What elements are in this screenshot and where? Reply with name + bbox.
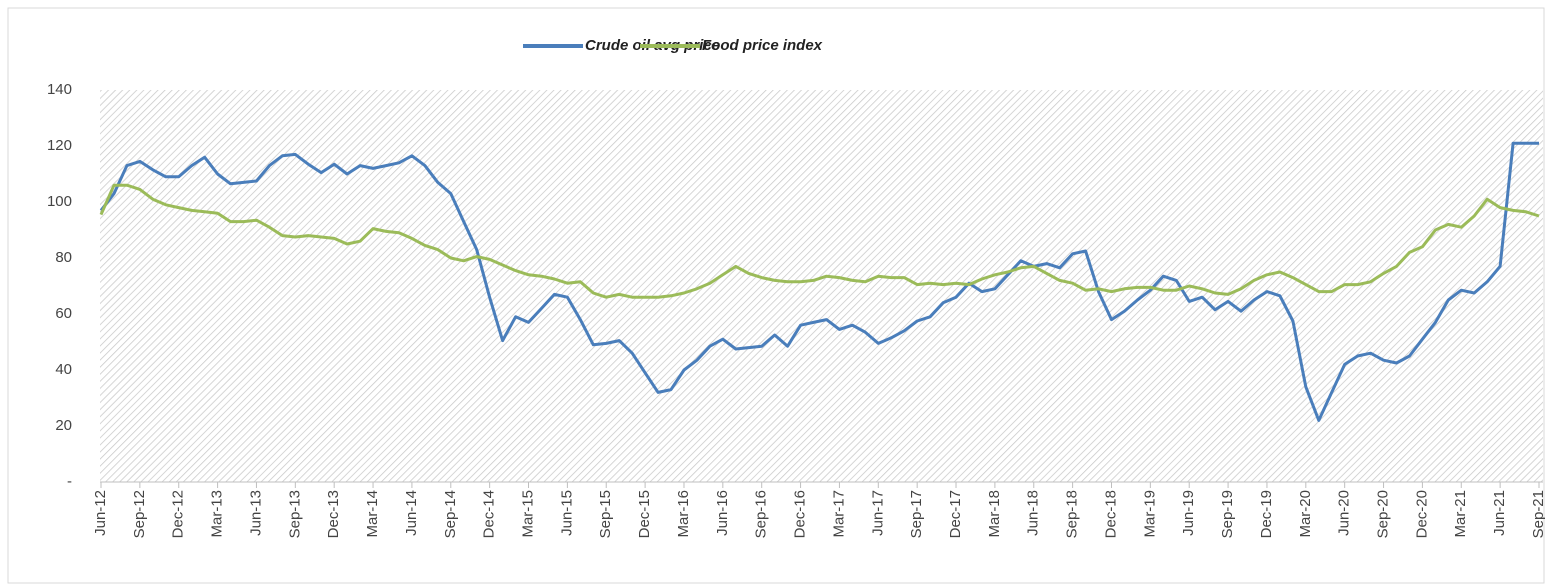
x-tick-label: Sep-16	[753, 490, 770, 538]
x-tick-label: Mar-15	[519, 490, 536, 538]
legend-label: Food price index	[702, 37, 823, 54]
x-tick-label: Jun-19	[1180, 490, 1197, 536]
x-tick-label: Jun-15	[558, 490, 575, 536]
x-tick-label: Sep-14	[442, 490, 459, 538]
x-tick-label: Jun-13	[247, 490, 264, 536]
x-tick-label: Jun-17	[869, 490, 886, 536]
x-tick-label: Jun-12	[92, 490, 109, 536]
x-tick-label: Mar-13	[209, 490, 226, 538]
x-tick-label: Dec-12	[170, 490, 187, 538]
x-tick-label: Sep-18	[1064, 490, 1081, 538]
x-tick-label: Sep-15	[597, 490, 614, 538]
data-line	[99, 183, 1540, 299]
x-tick-label: Sep-21	[1530, 490, 1545, 538]
x-tick-label: Dec-14	[481, 490, 498, 538]
y-tick-label: 20	[55, 417, 72, 434]
plot-area	[100, 90, 1543, 482]
x-tick-label: Jun-20	[1336, 490, 1353, 536]
x-tick-label: Sep-17	[908, 490, 925, 538]
x-tick-label: Sep-13	[286, 490, 303, 538]
x-tick-label: Dec-19	[1258, 490, 1275, 538]
x-tick-label: Dec-13	[325, 490, 342, 538]
x-tick-label: Sep-19	[1219, 490, 1236, 538]
x-tick-label: Jun-21	[1491, 490, 1508, 536]
x-tick-label: Jun-16	[714, 490, 731, 536]
y-tick-label: 140	[47, 81, 72, 98]
y-tick-label: 40	[55, 361, 72, 378]
x-tick-label: Sep-20	[1375, 490, 1392, 538]
x-tick-label: Dec-15	[636, 490, 653, 538]
y-tick-label: -	[67, 473, 72, 490]
x-tick-label: Dec-18	[1102, 490, 1119, 538]
x-tick-label: Sep-12	[131, 490, 148, 538]
x-tick-label: Mar-20	[1297, 490, 1314, 538]
y-tick-label: 80	[55, 249, 72, 266]
x-tick-label: Mar-21	[1452, 490, 1469, 538]
x-tick-label: Jun-18	[1025, 490, 1042, 536]
x-tick-label: Mar-19	[1141, 490, 1158, 538]
x-tick-label: Dec-16	[792, 490, 809, 538]
y-tick-label: 60	[55, 305, 72, 322]
data-line	[99, 141, 1539, 422]
x-tick-label: Mar-14	[364, 490, 381, 538]
x-tick-label: Mar-16	[675, 490, 692, 538]
x-tick-label: Dec-17	[947, 490, 964, 538]
x-tick-label: Jun-14	[403, 490, 420, 536]
y-tick-label: 100	[47, 193, 72, 210]
x-tick-label: Dec-20	[1413, 490, 1430, 538]
x-tick-label: Mar-17	[830, 490, 847, 538]
x-tick-label: Mar-18	[986, 490, 1003, 538]
y-tick-label: 120	[47, 137, 72, 154]
